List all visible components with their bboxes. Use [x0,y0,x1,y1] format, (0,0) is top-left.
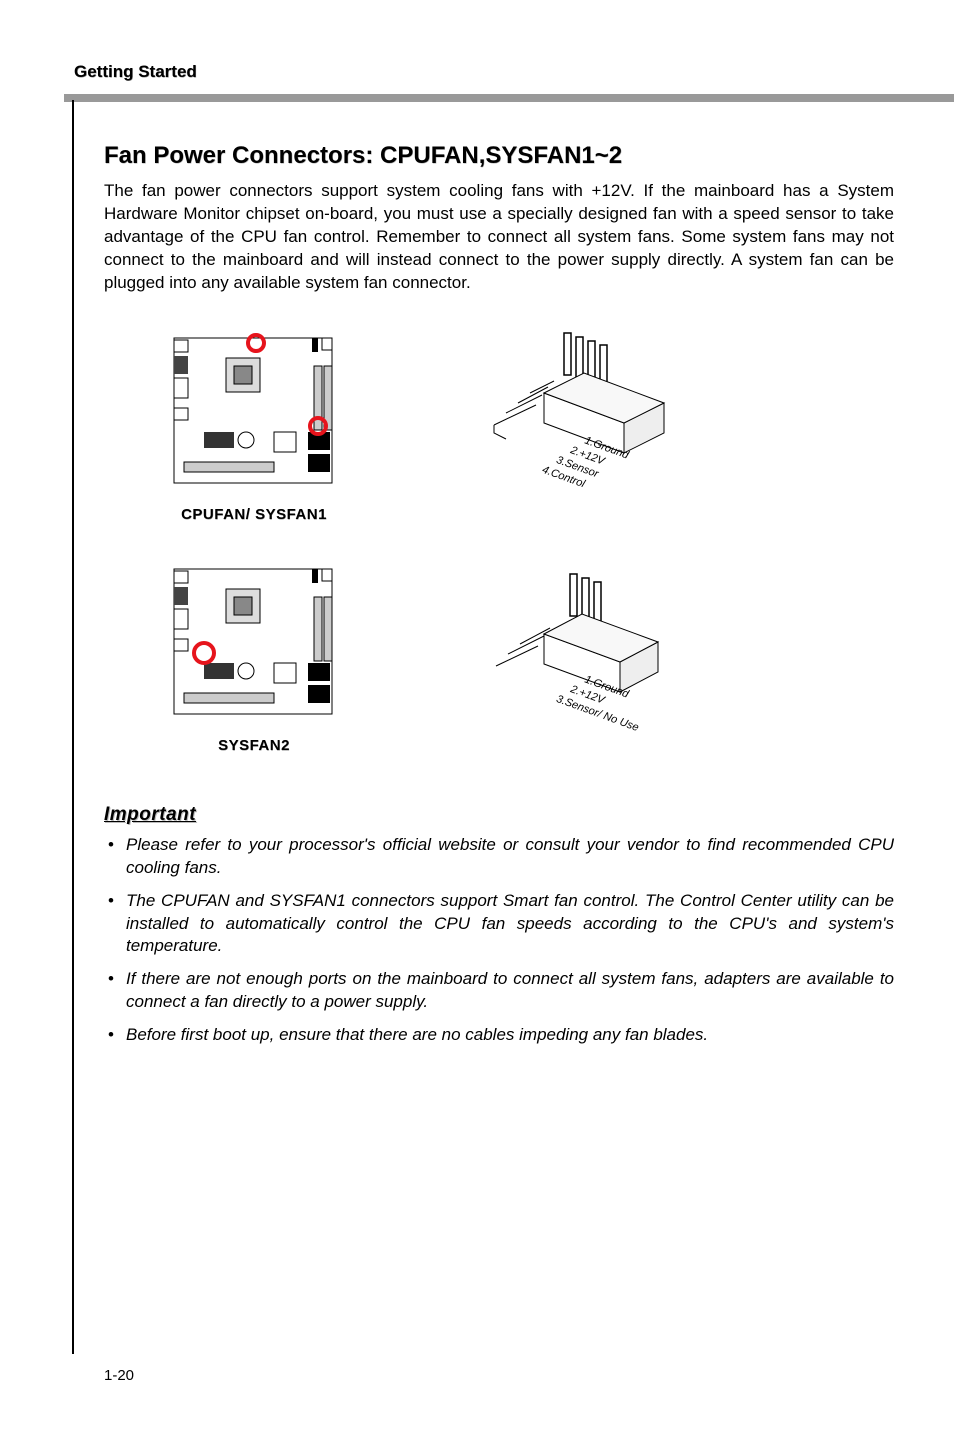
content: Fan Power Connectors: CPUFAN,SYSFAN1~2 T… [74,142,904,1047]
list-item: If there are not enough ports on the mai… [108,968,894,1014]
notes-list: Please refer to your processor's officia… [104,834,894,1048]
page-header: Getting Started [74,62,904,82]
board-diagram-1: CPUFAN/ SYSFAN1 [164,332,344,523]
list-item: The CPUFAN and SYSFAN1 connectors suppor… [108,890,894,959]
diagram-area: CPUFAN/ SYSFAN1 [104,323,894,754]
list-item: Before first boot up, ensure that there … [108,1024,894,1047]
vertical-rule [72,100,74,1354]
important-heading: Important [104,804,894,826]
page-number: 1-20 [104,1367,134,1384]
diagram-row-2: SYSFAN2 [164,563,894,754]
page: Getting Started Fan Power Connectors: CP… [0,0,954,1097]
section-title: Fan Power Connectors: CPUFAN,SYSFAN1~2 [104,142,894,170]
motherboard-icon-2 [164,563,344,733]
connector-3pin-icon: 1.Ground 2.+12V 3.Sensor/ No Use [464,564,744,754]
connector-4pin-icon: 1.Ground 2.+12V 3.Sensor 4.Control [464,323,724,523]
diagram-row-1: CPUFAN/ SYSFAN1 [164,323,894,523]
motherboard-icon-1 [164,332,344,502]
list-item: Please refer to your processor's officia… [108,834,894,880]
board-diagram-2: SYSFAN2 [164,563,344,754]
board-caption-2: SYSFAN2 [164,737,344,754]
intro-paragraph: The fan power connectors support system … [104,180,894,295]
header-bar [64,94,954,102]
board-caption-1: CPUFAN/ SYSFAN1 [164,506,344,523]
